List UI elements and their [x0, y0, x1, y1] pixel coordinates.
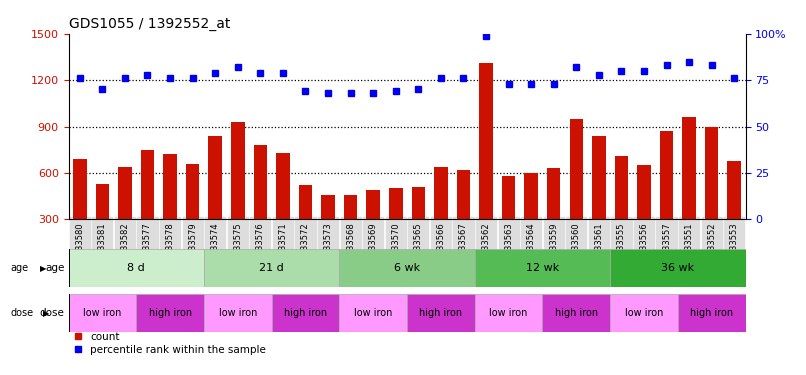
Text: ▶: ▶: [40, 264, 47, 273]
Text: ▶: ▶: [43, 309, 49, 318]
Bar: [186, 164, 199, 266]
Bar: [502, 176, 515, 266]
Bar: [475, 294, 542, 332]
Text: dose: dose: [10, 308, 34, 318]
Text: age: age: [10, 263, 28, 273]
Bar: [525, 173, 538, 266]
Text: age: age: [45, 263, 64, 273]
Text: GDS1055 / 1392552_at: GDS1055 / 1392552_at: [69, 17, 230, 32]
Text: low iron: low iron: [354, 308, 393, 318]
Bar: [660, 131, 673, 266]
Bar: [610, 249, 746, 287]
Text: 8 d: 8 d: [127, 263, 145, 273]
Bar: [322, 195, 334, 266]
Bar: [547, 168, 560, 266]
Bar: [475, 249, 610, 287]
Text: 21 d: 21 d: [260, 263, 284, 273]
Text: high iron: high iron: [419, 308, 463, 318]
Bar: [610, 294, 678, 332]
Bar: [457, 170, 470, 266]
Bar: [412, 187, 425, 266]
Text: high iron: high iron: [148, 308, 192, 318]
Bar: [69, 249, 204, 287]
Text: low iron: low iron: [218, 308, 257, 318]
Bar: [570, 119, 583, 266]
Bar: [592, 136, 605, 266]
Text: high iron: high iron: [555, 308, 598, 318]
Bar: [272, 294, 339, 332]
Bar: [367, 190, 380, 266]
Text: 36 wk: 36 wk: [661, 263, 695, 273]
Text: 6 wk: 6 wk: [394, 263, 420, 273]
Bar: [73, 159, 86, 266]
Bar: [678, 294, 746, 332]
Bar: [204, 294, 272, 332]
Bar: [209, 136, 222, 266]
Bar: [276, 153, 289, 266]
Bar: [164, 154, 177, 266]
Bar: [728, 160, 741, 266]
Bar: [542, 294, 610, 332]
Bar: [96, 184, 109, 266]
Bar: [339, 249, 475, 287]
Bar: [705, 127, 718, 266]
Text: 12 wk: 12 wk: [526, 263, 559, 273]
Bar: [136, 294, 204, 332]
Bar: [231, 122, 244, 266]
Bar: [389, 188, 402, 266]
Bar: [480, 63, 492, 266]
Bar: [407, 294, 475, 332]
Text: low iron: low iron: [83, 308, 122, 318]
Bar: [683, 117, 696, 266]
Bar: [638, 165, 650, 266]
Text: low iron: low iron: [625, 308, 663, 318]
Bar: [69, 294, 136, 332]
Bar: [254, 145, 267, 266]
Text: low iron: low iron: [489, 308, 528, 318]
Legend: count, percentile rank within the sample: count, percentile rank within the sample: [73, 332, 266, 355]
Bar: [118, 167, 131, 266]
Bar: [615, 156, 628, 266]
Bar: [141, 150, 154, 266]
Bar: [299, 185, 312, 266]
Text: dose: dose: [39, 308, 64, 318]
Text: high iron: high iron: [690, 308, 733, 318]
Bar: [434, 167, 447, 266]
Text: high iron: high iron: [284, 308, 327, 318]
Bar: [204, 249, 339, 287]
Bar: [344, 195, 357, 266]
Bar: [339, 294, 407, 332]
